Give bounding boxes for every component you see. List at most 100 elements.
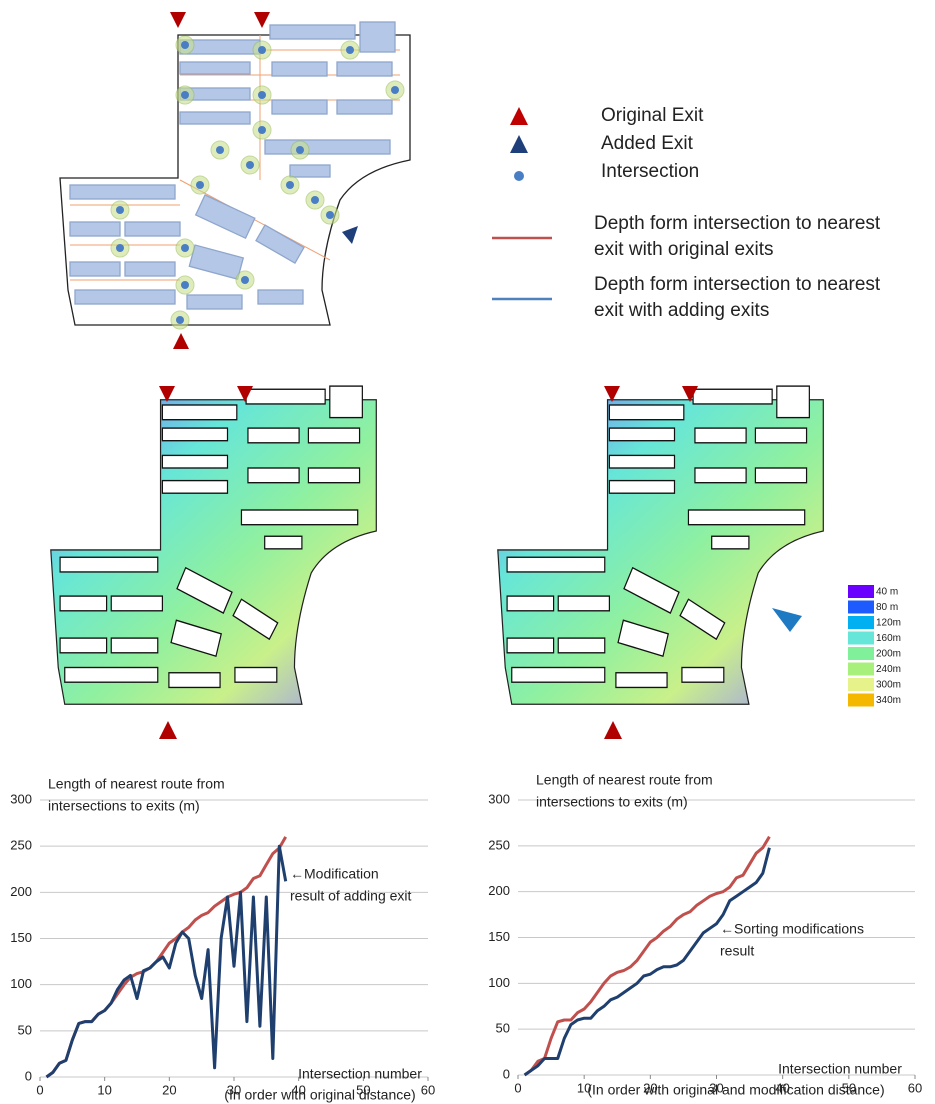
building bbox=[110, 637, 159, 654]
intersection bbox=[116, 244, 124, 252]
exit-marker bbox=[604, 721, 622, 739]
scale-swatch bbox=[848, 585, 874, 598]
building bbox=[506, 556, 606, 573]
building bbox=[754, 427, 808, 444]
y-axis-label: Length of nearest route from bbox=[536, 772, 713, 788]
exit-marker bbox=[254, 12, 270, 28]
intersection bbox=[258, 126, 266, 134]
x-tick-label: 50 bbox=[356, 1082, 370, 1097]
site-outline bbox=[497, 399, 824, 705]
x-tick-label: 20 bbox=[643, 1080, 657, 1095]
building bbox=[110, 595, 164, 612]
building bbox=[506, 595, 555, 612]
building bbox=[623, 566, 680, 614]
legend-text: Intersection bbox=[601, 161, 699, 182]
building bbox=[608, 479, 676, 494]
building bbox=[506, 637, 555, 654]
building bbox=[336, 99, 393, 115]
building bbox=[776, 385, 810, 419]
scale-swatch bbox=[848, 600, 874, 614]
building bbox=[511, 666, 606, 683]
added-exit bbox=[772, 608, 802, 632]
x-tick-label: 10 bbox=[97, 1082, 111, 1097]
building bbox=[681, 666, 725, 683]
added-exit bbox=[342, 226, 358, 244]
intersection bbox=[216, 146, 224, 154]
building bbox=[307, 427, 361, 444]
intersection bbox=[346, 46, 354, 54]
building bbox=[240, 509, 359, 526]
intersection bbox=[181, 91, 189, 99]
intersection bbox=[181, 281, 189, 289]
intersection bbox=[241, 276, 249, 284]
y-tick-label: 0 bbox=[503, 1066, 510, 1081]
exit-marker bbox=[682, 386, 698, 402]
building bbox=[615, 672, 668, 689]
scale-label: 240m bbox=[876, 664, 901, 675]
building bbox=[69, 221, 121, 237]
building bbox=[692, 388, 773, 405]
intersection bbox=[326, 211, 334, 219]
building bbox=[59, 595, 108, 612]
x-tick-label: 20 bbox=[162, 1082, 176, 1097]
scale-label: 340m bbox=[876, 695, 901, 706]
building bbox=[170, 619, 223, 657]
building bbox=[232, 598, 279, 641]
x-tick-label: 40 bbox=[775, 1080, 789, 1095]
exit-marker bbox=[510, 107, 528, 125]
scale-swatch bbox=[848, 693, 874, 707]
building bbox=[64, 666, 159, 683]
series-line bbox=[523, 835, 771, 1077]
building bbox=[271, 99, 328, 115]
series-line bbox=[45, 844, 288, 1079]
annotation: result of adding exit bbox=[290, 888, 412, 904]
y-tick-label: 100 bbox=[488, 975, 510, 990]
y-axis-label: intersections to exits (m) bbox=[48, 798, 200, 814]
x-tick-label: 30 bbox=[227, 1082, 241, 1097]
y-tick-label: 250 bbox=[488, 837, 510, 852]
scale-label: 160m bbox=[876, 633, 901, 644]
building bbox=[694, 427, 747, 444]
scale-swatch bbox=[848, 662, 874, 676]
scale-label: 80 m bbox=[876, 602, 898, 613]
x-axis-label: (In order with original distance) bbox=[224, 1087, 415, 1103]
intersection bbox=[258, 46, 266, 54]
site-outline bbox=[50, 399, 377, 705]
intersection bbox=[286, 181, 294, 189]
building bbox=[161, 479, 229, 494]
building bbox=[271, 61, 328, 77]
building bbox=[247, 427, 300, 444]
building bbox=[234, 666, 278, 683]
scale-swatch bbox=[848, 678, 874, 691]
legend-text: Added Exit bbox=[601, 133, 694, 154]
intersection bbox=[176, 316, 184, 324]
legend-text: exit with adding exits bbox=[594, 300, 769, 321]
building bbox=[694, 467, 747, 484]
intersection bbox=[116, 206, 124, 214]
legend-dot bbox=[514, 171, 524, 181]
site-map bbox=[50, 385, 377, 705]
y-tick-label: 250 bbox=[10, 838, 32, 853]
site-outline bbox=[59, 34, 411, 326]
y-tick-label: 100 bbox=[10, 976, 32, 991]
exit-marker bbox=[510, 135, 528, 153]
building bbox=[255, 224, 305, 264]
building bbox=[186, 294, 243, 310]
intersection bbox=[196, 181, 204, 189]
building bbox=[124, 261, 176, 277]
building bbox=[359, 21, 396, 53]
intersection bbox=[181, 244, 189, 252]
series-line bbox=[523, 847, 771, 1077]
building bbox=[69, 184, 176, 200]
intersection bbox=[258, 91, 266, 99]
building bbox=[161, 427, 229, 442]
intersection bbox=[391, 86, 399, 94]
y-tick-label: 200 bbox=[488, 883, 510, 898]
building bbox=[307, 467, 361, 484]
building bbox=[69, 261, 121, 277]
building bbox=[329, 385, 363, 419]
exit-marker bbox=[159, 721, 177, 739]
annotation: ←Modification bbox=[290, 866, 379, 882]
building bbox=[59, 556, 159, 573]
building bbox=[608, 454, 676, 469]
